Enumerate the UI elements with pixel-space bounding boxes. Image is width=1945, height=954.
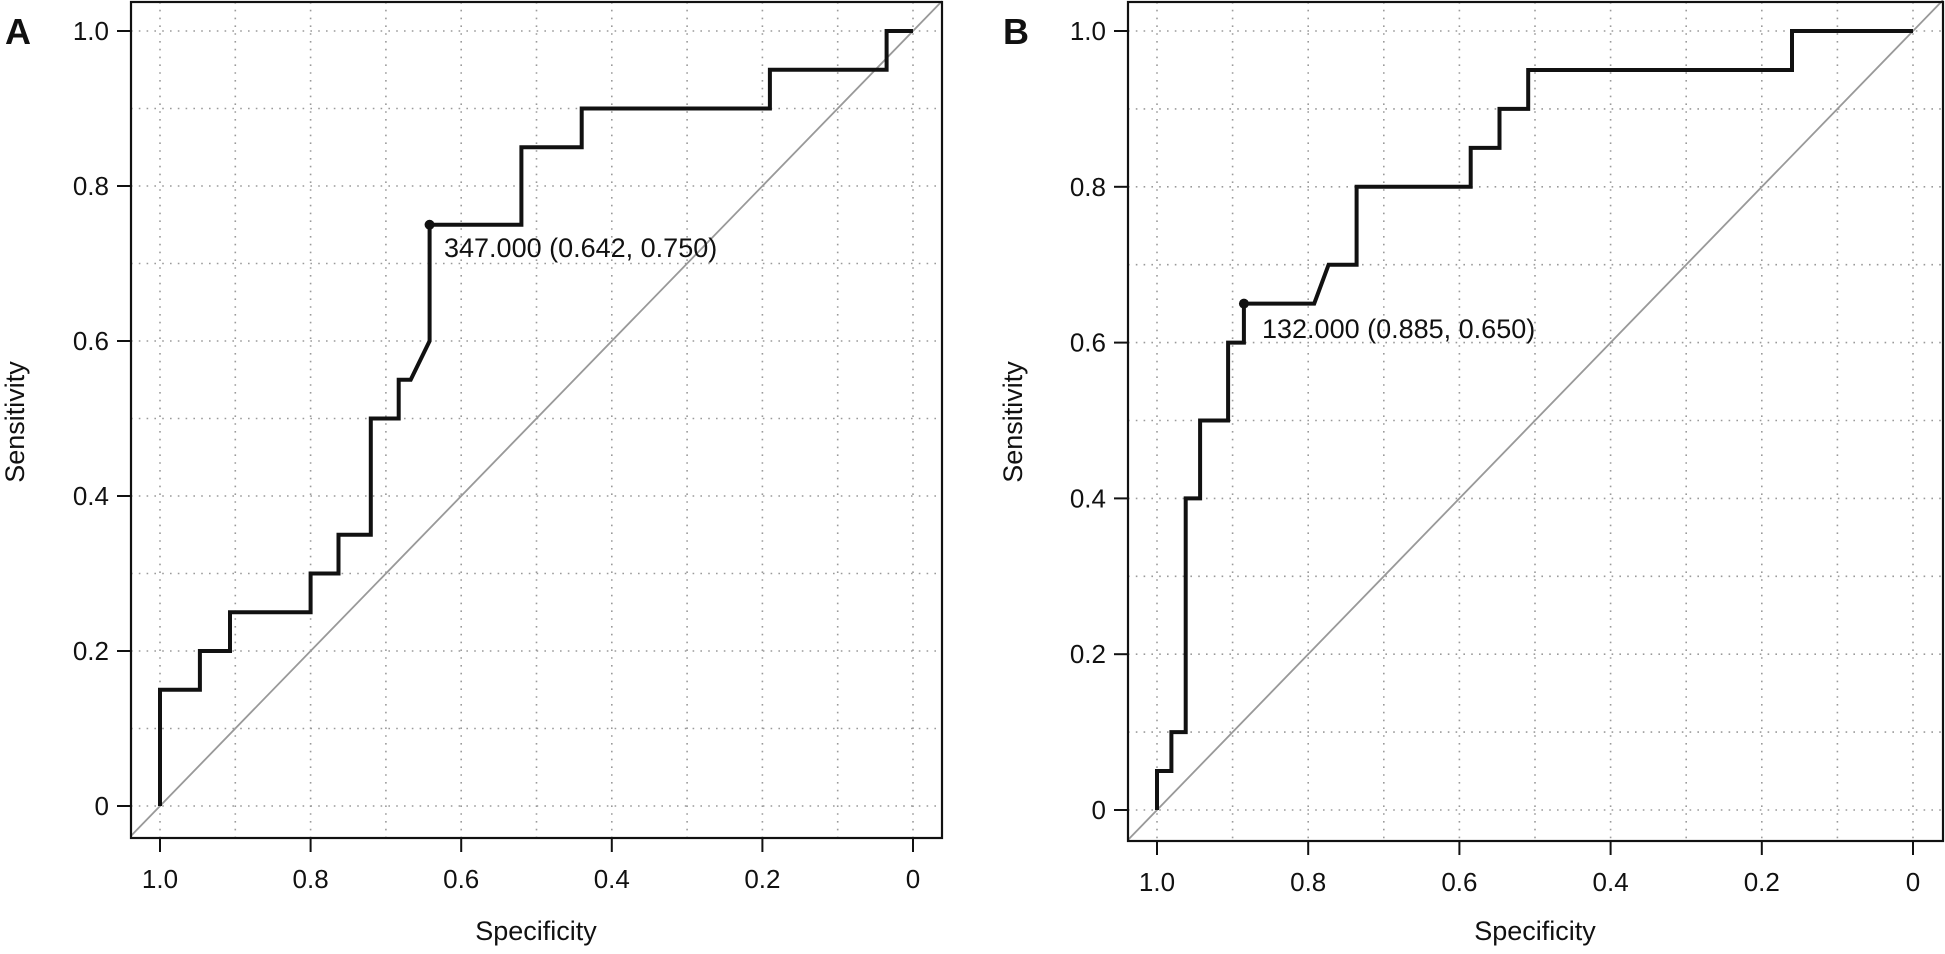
y-tick-label: 0.4 bbox=[73, 481, 109, 511]
y-tick-label: 0.6 bbox=[73, 326, 109, 356]
x-tick-label: 0.8 bbox=[293, 864, 329, 894]
x-tick-label: 0.4 bbox=[594, 864, 630, 894]
x-tick-label: 0 bbox=[1906, 867, 1920, 897]
x-tick-label: 0.2 bbox=[744, 864, 780, 894]
x-tick-label: 0.2 bbox=[1744, 867, 1780, 897]
y-tick-label: 0.2 bbox=[73, 636, 109, 666]
roc-curve-line bbox=[158, 29, 913, 806]
panel-label: B bbox=[1003, 11, 1029, 52]
y-tick-label: 0.6 bbox=[1070, 328, 1106, 358]
y-tick-label: 0 bbox=[1092, 795, 1106, 825]
x-tick-label: 0.6 bbox=[443, 864, 479, 894]
y-tick-label: 1.0 bbox=[1070, 16, 1106, 46]
cutoff-label: 132.000 (0.885, 0.650) bbox=[1262, 314, 1535, 344]
roc-curve-line bbox=[1155, 29, 1913, 810]
y-tick-label: 0.8 bbox=[73, 171, 109, 201]
y-tick-label: 0.8 bbox=[1070, 172, 1106, 202]
plot-frame bbox=[129, 0, 944, 840]
plot-frame bbox=[1126, 0, 1945, 843]
y-axis-title: Sensitivity bbox=[0, 361, 30, 483]
x-tick-label: 1.0 bbox=[1139, 867, 1175, 897]
plot-area: 1.0 0.8 0.6 0.4 0.2 0 0 0.2 0.4 0.6 0.8 1.0 bbox=[1070, 0, 1945, 897]
reference-diagonal-line bbox=[130, 0, 943, 837]
reference-diagonal-line bbox=[1127, 0, 1944, 841]
cutoff-label: 347.000 (0.642, 0.750) bbox=[444, 233, 717, 263]
panel-a: 1.0 0.8 0.6 0.4 0.2 0 0 0.2 0.4 0.6 0.8 1.0 A Sensi… bbox=[0, 0, 944, 946]
y-tick-label: 0.4 bbox=[1070, 483, 1106, 513]
plot-area: 1.0 0.8 0.6 0.4 0.2 0 0 0.2 0.4 0.6 0.8 1.0 bbox=[73, 0, 944, 894]
cutoff-point bbox=[424, 219, 435, 230]
y-tick-label: 1.0 bbox=[73, 16, 109, 46]
x-axis-title: Specificity bbox=[475, 916, 597, 946]
x-tick-label: 1.0 bbox=[142, 864, 178, 894]
y-axis-title: Sensitivity bbox=[998, 361, 1028, 483]
cutoff-point bbox=[1238, 298, 1249, 309]
x-tick-label: 0.4 bbox=[1593, 867, 1629, 897]
panel-b: 1.0 0.8 0.6 0.4 0.2 0 0 0.2 0.4 0.6 0.8 1.0 B Sensi… bbox=[998, 0, 1945, 946]
x-tick-label: 0.8 bbox=[1290, 867, 1326, 897]
y-tick-label: 0 bbox=[95, 791, 109, 821]
x-tick-label: 0.6 bbox=[1441, 867, 1477, 897]
x-axis-title: Specificity bbox=[1474, 916, 1596, 946]
y-tick-label: 0.2 bbox=[1070, 639, 1106, 669]
panel-label: A bbox=[5, 11, 31, 52]
x-tick-label: 0 bbox=[906, 864, 920, 894]
